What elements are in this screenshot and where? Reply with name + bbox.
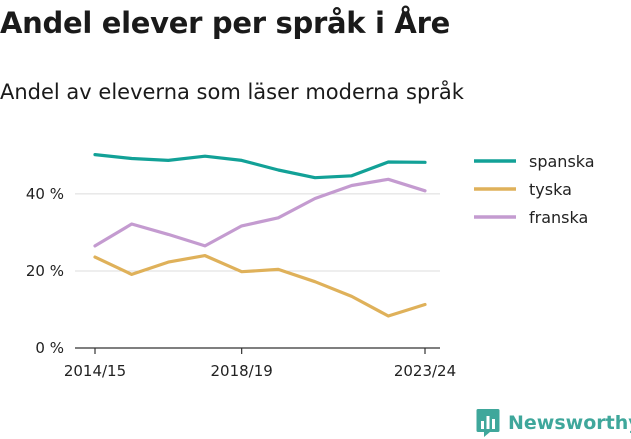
legend[interactable]: spanska tyska franska xyxy=(474,152,595,227)
y-tick-label: 40 % xyxy=(26,185,64,203)
x-tick-label: 2014/15 xyxy=(64,362,126,380)
x-tick-label: 2023/24 xyxy=(394,362,456,380)
chart-subtitle: Andel av eleverna som läser moderna språ… xyxy=(0,80,464,104)
x-tick-label: 2018/19 xyxy=(211,362,273,380)
brand-logo: Newsworthy xyxy=(476,408,631,438)
x-axis: 2014/15 2018/19 2023/24 xyxy=(64,348,456,380)
series-line-franska xyxy=(93,177,427,248)
legend-item-tyska[interactable]: tyska xyxy=(474,180,572,199)
legend-label: franska xyxy=(529,208,588,227)
y-tick-label: 20 % xyxy=(26,262,64,280)
series-line-tyska xyxy=(93,254,427,318)
y-axis: 0 % 20 % 40 % xyxy=(26,185,64,357)
legend-label: spanska xyxy=(529,152,595,171)
y-tick-label: 0 % xyxy=(35,339,64,357)
legend-label: tyska xyxy=(529,180,572,199)
bar-chart-logo-icon xyxy=(476,409,500,437)
brand-name: Newsworthy xyxy=(508,412,631,434)
chart-title: Andel elever per språk i Åre xyxy=(0,6,450,40)
series-line-spanska xyxy=(93,153,427,180)
legend-item-spanska[interactable]: spanska xyxy=(474,152,595,171)
series-lines xyxy=(93,153,427,318)
legend-item-franska[interactable]: franska xyxy=(474,208,588,227)
